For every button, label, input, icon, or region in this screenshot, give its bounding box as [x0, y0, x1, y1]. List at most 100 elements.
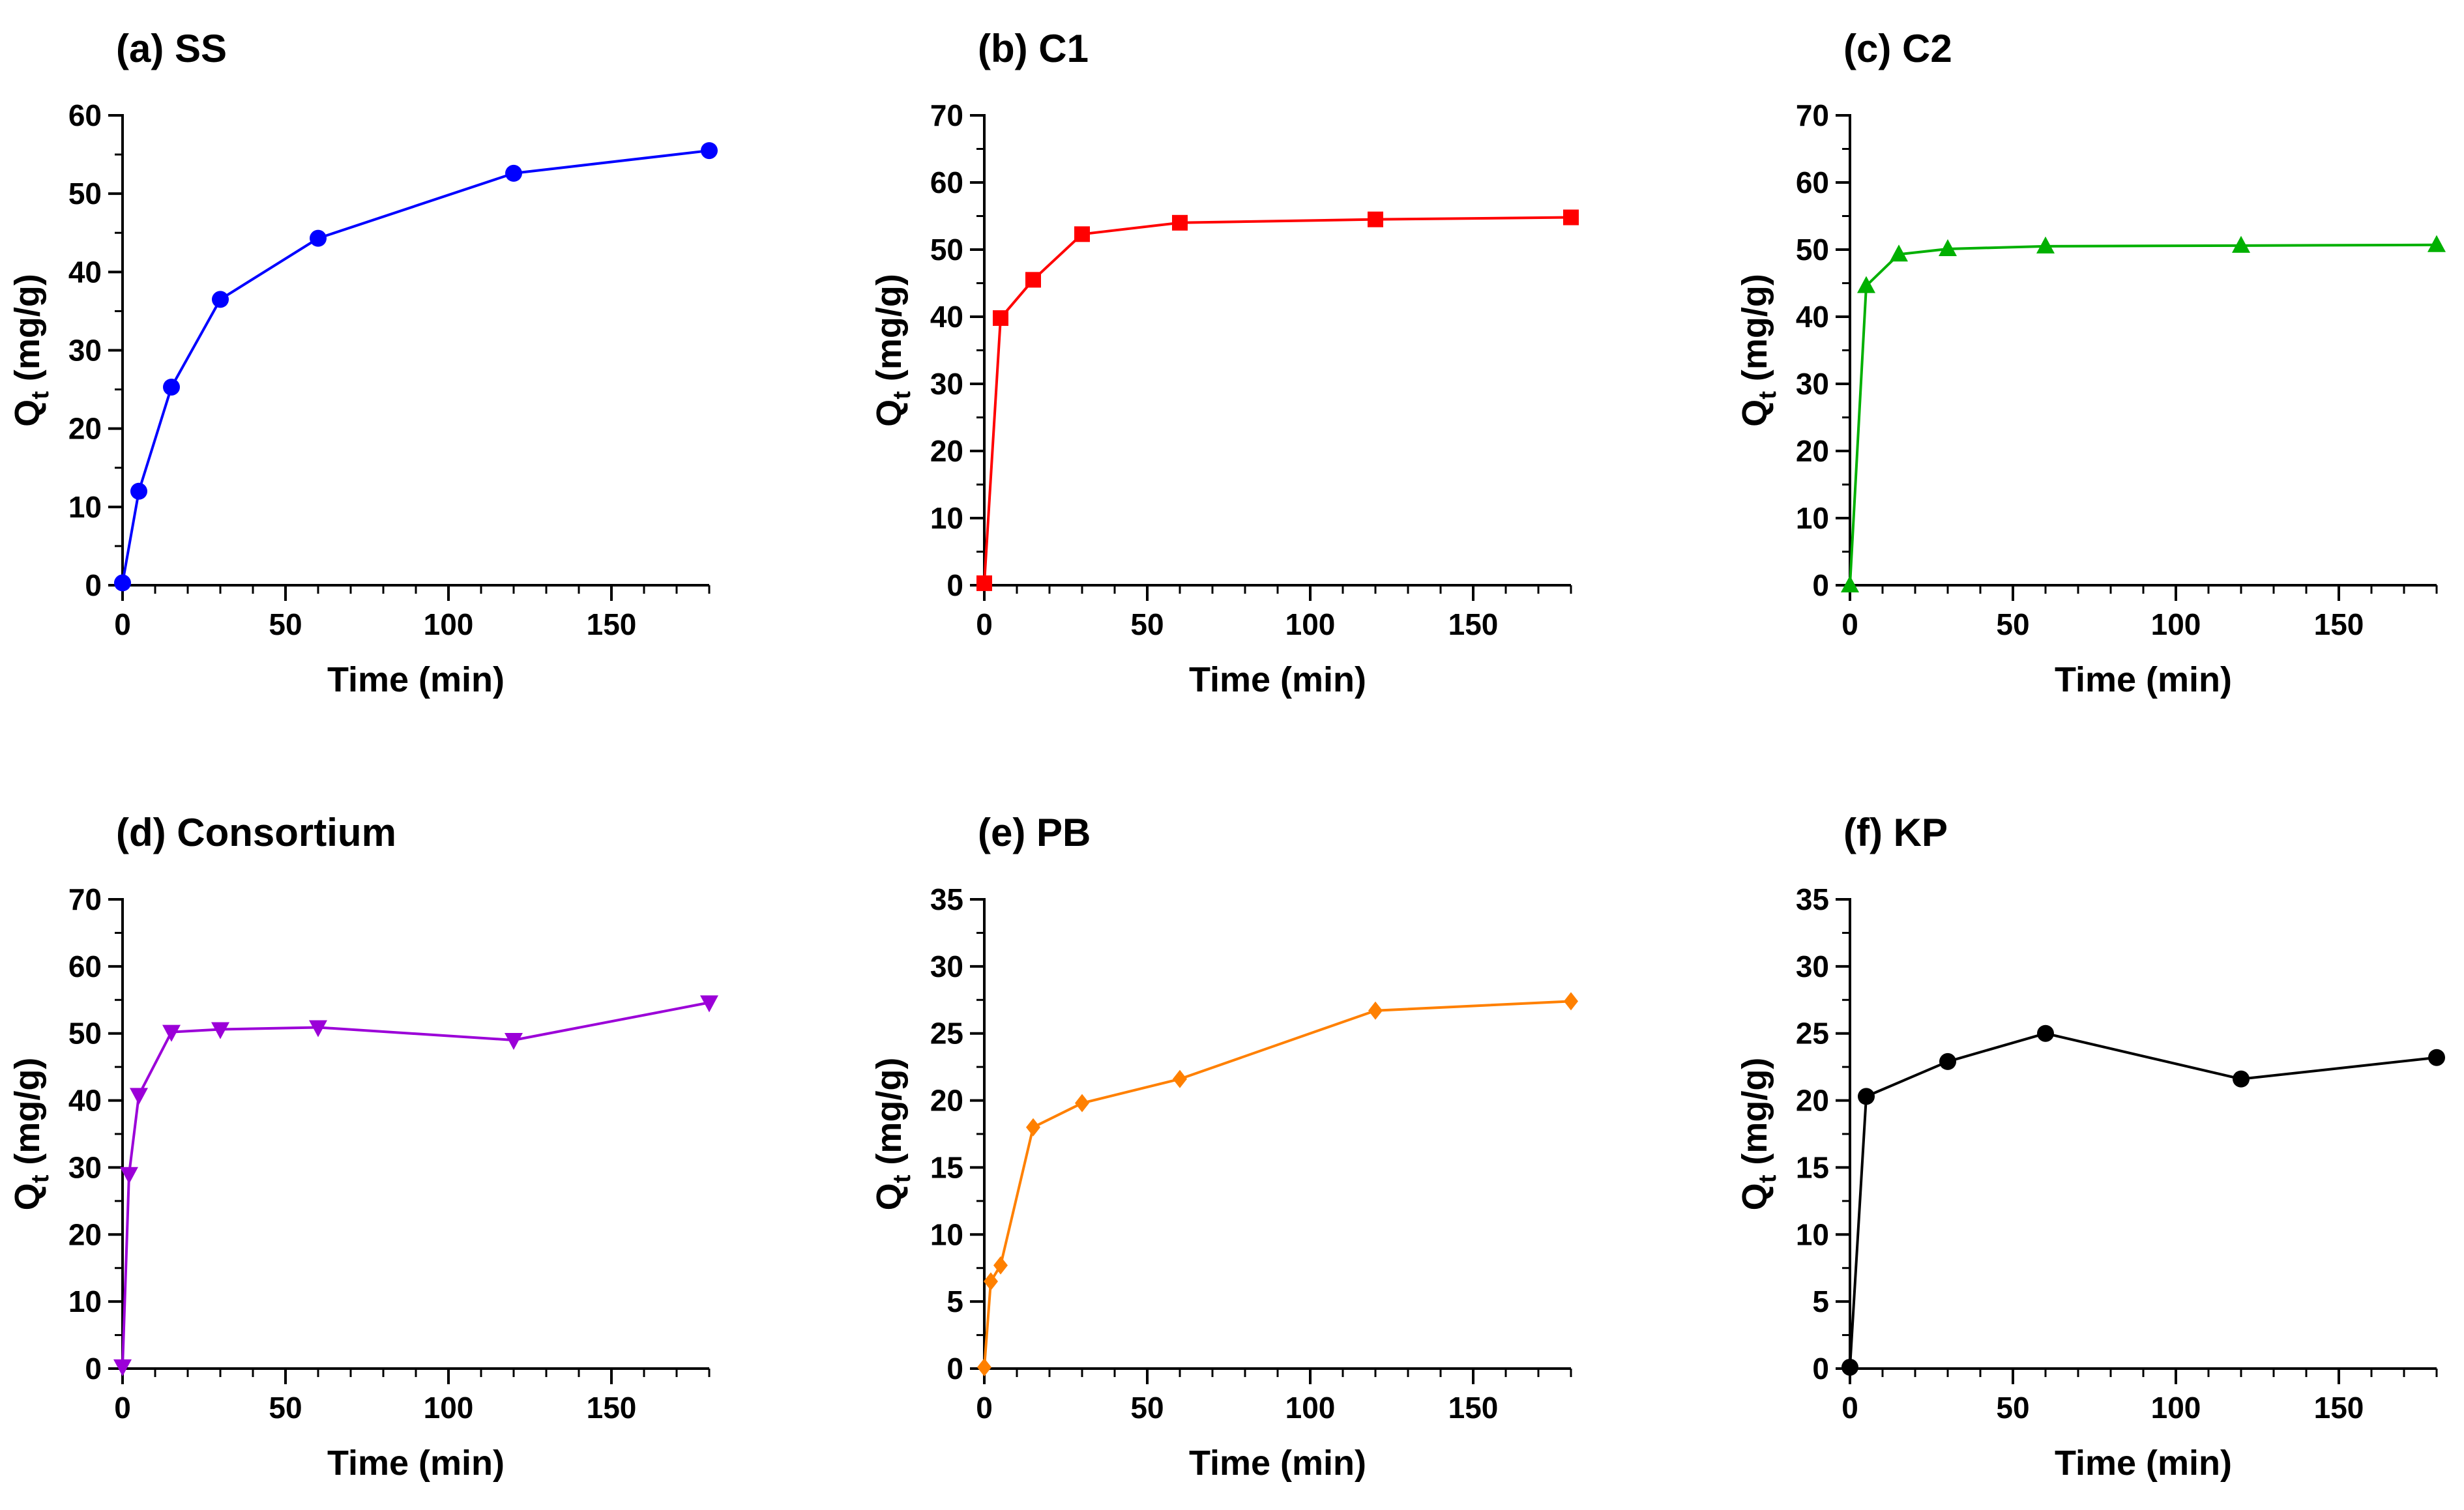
data-point — [1026, 1118, 1040, 1137]
series-line — [983, 1000, 1572, 1368]
y-tick-label: 30 — [68, 1150, 102, 1184]
y-tick-label: 20 — [1796, 1084, 1829, 1118]
y-tick-label: 10 — [1796, 1217, 1829, 1251]
data-point — [976, 575, 992, 591]
data-point — [1564, 992, 1578, 1011]
x-axis-label: Time (min) — [327, 1444, 505, 1483]
data-point — [163, 378, 180, 396]
y-label-unit: (mg/g) — [870, 274, 909, 391]
y-tick-label: 0 — [85, 568, 102, 602]
y-tick-label: 25 — [1796, 1017, 1829, 1051]
panel-title: (d) Consortium — [116, 811, 396, 854]
y-tick-label: 30 — [1796, 950, 1829, 983]
y-tick-label: 0 — [1812, 568, 1829, 602]
y-tick-label: 60 — [1796, 166, 1829, 199]
x-tick-label: 0 — [1841, 1391, 1858, 1425]
data-point — [211, 1022, 229, 1039]
x-tick-label: 50 — [269, 1391, 302, 1425]
series-line — [121, 1001, 710, 1367]
y-tick-label: 20 — [930, 1084, 963, 1118]
y-tick-label: 40 — [68, 255, 102, 289]
data-point — [1025, 272, 1041, 288]
x-tick-label: 0 — [976, 1391, 993, 1425]
y-axis-label: Qt (mg/g) — [8, 274, 54, 427]
y-tick-label: 20 — [930, 434, 963, 468]
y-label-sub: t — [1754, 391, 1782, 399]
series-line — [121, 149, 710, 583]
data-point — [1563, 209, 1579, 225]
panel-title: (f) KP — [1843, 811, 1948, 854]
y-label-sub: t — [888, 1174, 916, 1183]
y-label-unit: (mg/g) — [8, 274, 47, 391]
y-tick-label: 40 — [68, 1084, 102, 1118]
series-line — [983, 216, 1572, 584]
data-point — [993, 1256, 1008, 1275]
x-tick-label: 100 — [424, 607, 474, 641]
data-point — [1173, 1069, 1187, 1088]
y-label-main: Q — [8, 399, 47, 427]
panel-e: (e) PB 0 5 10 15 20 25 30 35 0 50 100 150 Time (min) Q… — [870, 811, 1578, 1483]
data-point — [130, 1088, 148, 1105]
y-tick-label: 0 — [85, 1352, 102, 1386]
panel-b: (b) C1 0 10 20 30 40 50 60 70 0 50 100 150 Time (min)… — [870, 27, 1579, 699]
y-tick-label: 10 — [930, 1217, 963, 1251]
y-label-main: Q — [1735, 1183, 1774, 1210]
data-point — [1172, 214, 1188, 231]
data-point — [2233, 1070, 2250, 1088]
y-tick-label: 50 — [68, 1017, 102, 1051]
x-tick-label: 0 — [1841, 607, 1858, 641]
series-line — [1849, 1032, 2437, 1368]
x-axis-label: Time (min) — [2055, 1444, 2232, 1483]
y-tick-label: 60 — [68, 950, 102, 983]
y-label-unit: (mg/g) — [8, 1058, 47, 1175]
y-tick-label: 35 — [1796, 882, 1829, 916]
panel-f: (f) KP 0 5 10 15 20 25 30 35 0 50 100 150 Time (min) Q… — [1735, 811, 2445, 1483]
y-label-sub: t — [888, 391, 916, 399]
y-label-main: Q — [1735, 399, 1774, 427]
y-tick-label: 10 — [930, 501, 963, 535]
x-tick-label: 150 — [587, 607, 637, 641]
data-point — [162, 1024, 181, 1042]
y-tick-label: 60 — [930, 166, 963, 199]
x-tick-label: 150 — [1448, 1391, 1499, 1425]
y-tick-label: 10 — [68, 1285, 102, 1318]
y-tick-label: 10 — [68, 490, 102, 524]
data-point — [2427, 235, 2446, 252]
y-label-main: Q — [870, 399, 909, 427]
y-label-sub: t — [1754, 1174, 1782, 1183]
x-axis-label: Time (min) — [1189, 660, 1366, 699]
y-axis-label: Qt (mg/g) — [1735, 1058, 1782, 1211]
data-point — [1841, 1358, 1858, 1376]
data-point — [309, 1020, 327, 1038]
data-point — [1075, 1094, 1089, 1112]
x-tick-label: 0 — [114, 1391, 131, 1425]
x-tick-label: 100 — [2151, 607, 2201, 641]
x-tick-label: 100 — [424, 1391, 474, 1425]
x-tick-label: 150 — [2314, 1391, 2364, 1425]
x-tick-label: 50 — [1996, 1391, 2029, 1425]
y-tick-label: 30 — [930, 367, 963, 401]
y-tick-label: 25 — [930, 1017, 963, 1051]
x-axis-label: Time (min) — [2055, 660, 2232, 699]
x-tick-label: 150 — [2314, 607, 2364, 641]
data-point — [2037, 1024, 2054, 1042]
y-tick-label: 10 — [1796, 501, 1829, 535]
data-point — [2036, 236, 2055, 254]
y-tick-label: 5 — [946, 1285, 963, 1318]
y-axis-label: Qt (mg/g) — [8, 1058, 54, 1211]
y-label-unit: (mg/g) — [1735, 274, 1774, 391]
data-point — [120, 1167, 138, 1184]
x-axis-label: Time (min) — [327, 660, 505, 699]
x-tick-label: 50 — [1130, 607, 1164, 641]
y-axis-label: Qt (mg/g) — [870, 1058, 916, 1211]
y-tick-label: 35 — [930, 882, 963, 916]
data-point — [1368, 211, 1383, 227]
x-tick-label: 50 — [269, 607, 302, 641]
y-label-unit: (mg/g) — [870, 1058, 909, 1175]
data-point — [1890, 244, 1908, 262]
data-point — [113, 1359, 132, 1376]
panel-title: (a) SS — [116, 27, 227, 70]
panel-title: (e) PB — [978, 811, 1091, 854]
data-point — [1939, 1053, 1956, 1070]
